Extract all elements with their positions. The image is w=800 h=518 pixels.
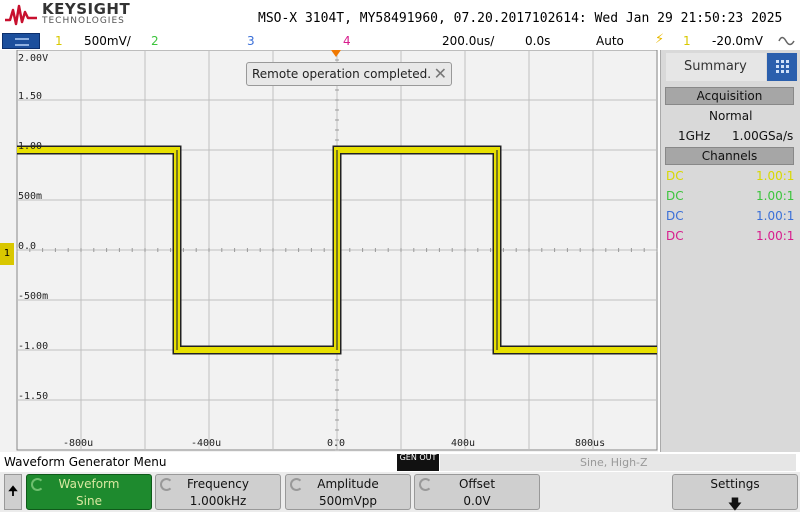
y-tick-label: 1.00 [18,141,43,152]
amplitude-softkey[interactable]: Amplitude 500mVpp [285,474,411,510]
waveform-graticule [16,50,658,451]
offset-softkey[interactable]: Offset 0.0V [414,474,540,510]
ch3-coupling: DC [666,209,684,223]
x-tick-label: -400u [191,438,222,449]
x-tick-label: 0.0 [327,438,346,449]
ch2-number[interactable]: 2 [151,34,159,48]
gen-out-indicator: GEN OUT [397,454,439,471]
offset-softkey-value: 0.0V [463,494,491,508]
generator-status: Sine, High-Z [580,456,648,469]
brand-subtitle: TECHNOLOGIES [42,16,125,26]
arrow-down-icon: 🡇 [727,497,743,513]
waveform-softkey-label: Waveform [58,477,120,491]
x-tick-label: -800u [63,438,94,449]
knob-icon [31,478,44,491]
ch1-scale[interactable]: 500mV/ [84,34,131,48]
brand-name: KEYSIGHT [42,0,131,18]
settings-softkey-label: Settings [710,477,760,491]
x-tick-label: 800us [575,438,606,449]
gen-out-label: GEN OUT [399,453,437,462]
menu-title: Waveform Generator Menu [4,455,167,469]
y-tick-label: 2.00V [18,53,49,64]
arrow-up-icon: 🠉 [7,484,19,499]
ch4-coupling: DC [666,229,684,243]
y-tick-label: -1.00 [18,341,49,352]
knob-icon [419,478,432,491]
bandwidth: 1GHz [678,129,711,143]
trigger-source[interactable]: 1 [683,34,691,48]
trigger-level[interactable]: -20.0mV [712,34,763,48]
ch2-probe: 1.00:1 [756,189,795,203]
frequency-softkey[interactable]: Frequency 1.000kHz [155,474,281,510]
settings-softkey[interactable]: Settings 🡇 [672,474,798,513]
panel-grid-button[interactable] [767,53,797,81]
ch4-probe: 1.00:1 [756,229,795,243]
trigger-position-marker[interactable] [331,50,341,57]
y-tick-label: -1.50 [18,391,49,402]
toast-notification: Remote operation completed. ✕ [246,62,452,86]
summary-panel [660,50,800,452]
gen-status-bar [440,454,796,471]
y-tick-label: -500m [18,291,49,302]
ch3-number[interactable]: 3 [247,34,255,48]
channel-bar: 1 500mV/ 2 3 4 200.0us/ 0.0s Auto ⚡ 1 -2… [0,32,800,50]
ch2-coupling: DC [666,189,684,203]
tab-summary-label: Summary [684,59,747,74]
channels-header: Channels [665,147,794,165]
wave-icon[interactable] [778,33,796,49]
frequency-softkey-label: Frequency [187,477,249,491]
keysight-logo-icon [5,4,37,26]
frequency-softkey-value: 1.000kHz [189,494,247,508]
menu-back-button[interactable]: 🠉 [4,474,22,510]
y-tick-label: 1.50 [18,91,43,102]
ch3-probe: 1.00:1 [756,209,795,223]
amplitude-softkey-value: 500mVpp [318,494,378,508]
y-tick-label: 500m [18,191,43,202]
close-icon[interactable]: ✕ [433,64,447,83]
waveform-softkey-value: Sine [76,494,102,508]
offset-softkey-label: Offset [458,477,496,491]
knob-icon [160,478,173,491]
timebase-scale[interactable]: 200.0us/ [442,34,495,48]
tab-summary[interactable]: Summary [666,53,766,81]
display-menu-button[interactable] [2,33,40,49]
y-tick-label: 0.0 [18,241,37,252]
acquisition-header: Acquisition [665,87,794,105]
acquisition-mode: Normal [709,109,753,123]
knob-icon [290,478,303,491]
x-tick-label: 400u [451,438,476,449]
trigger-mode[interactable]: Auto [596,34,624,48]
waveform-softkey[interactable]: Waveform Sine [26,474,152,510]
waveform-display[interactable]: 2.00V 1.50 1.00 500m 0.0 -500m -1.00 -1.… [0,50,658,452]
ch1-number[interactable]: 1 [55,34,63,48]
ch1-ground-marker[interactable]: 1 [0,243,14,265]
sample-rate: 1.00GSa/s [732,129,794,143]
ch1-coupling: DC [666,169,684,183]
header-bar [0,0,800,32]
amplitude-softkey-label: Amplitude [317,477,379,491]
menu-lines-icon [15,38,29,46]
ch1-probe: 1.00:1 [756,169,795,183]
trigger-edge-icon: ⚡ [655,32,665,47]
ch4-number[interactable]: 4 [343,34,351,48]
time-delay[interactable]: 0.0s [525,34,551,48]
grid-icon [776,60,789,73]
toast-message: Remote operation completed. [252,67,432,81]
instrument-info: MSO-X 3104T, MY58491960, 07.20.201710261… [258,11,783,26]
